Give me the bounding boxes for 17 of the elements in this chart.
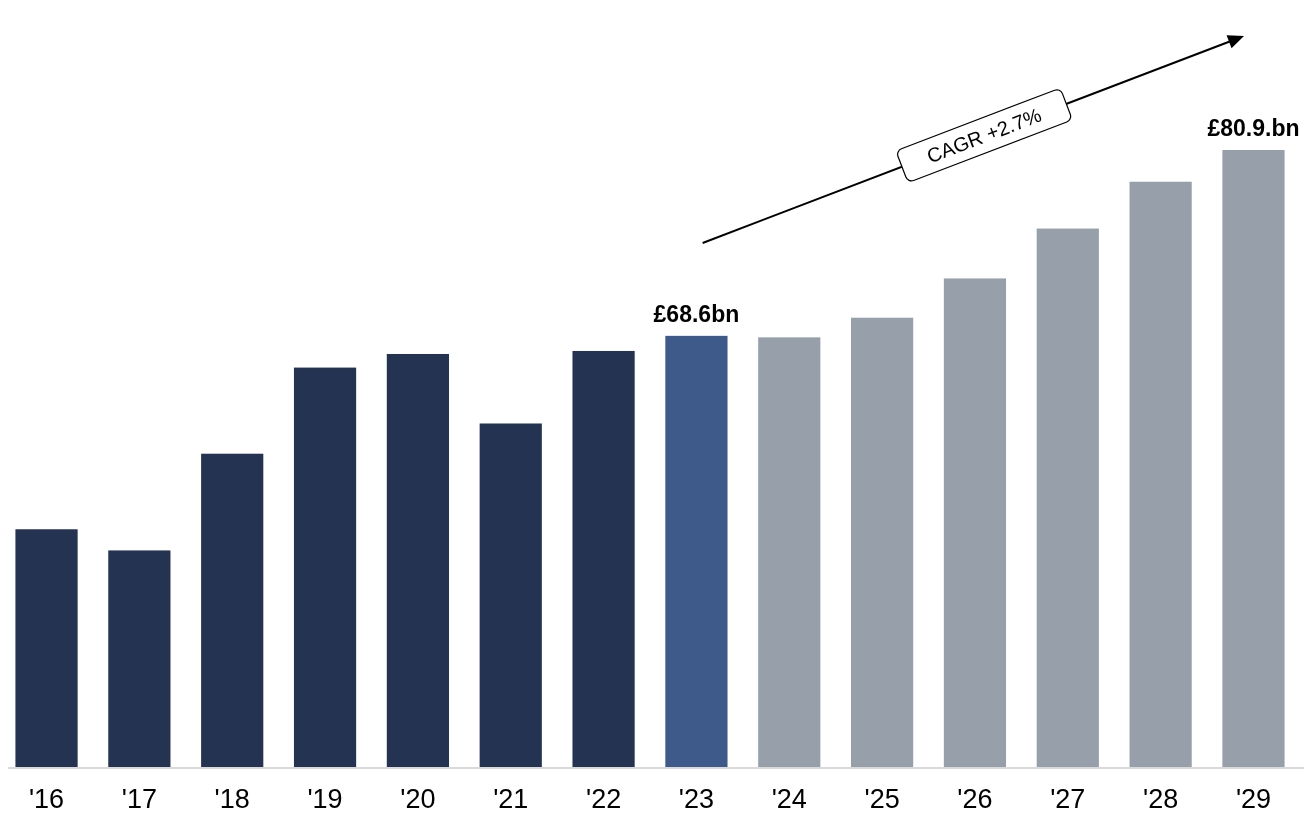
x-tick-label: '28 xyxy=(1143,784,1179,814)
x-tick-label: '26 xyxy=(957,784,993,814)
x-tick-label: '19 xyxy=(307,784,343,814)
x-tick-label: '25 xyxy=(864,784,900,814)
data-label: £80.9.bn xyxy=(1207,115,1300,141)
x-tick-label: '24 xyxy=(771,784,807,814)
x-tick-label: '29 xyxy=(1235,784,1272,814)
x-tick-label: '23 xyxy=(678,784,715,814)
annotation: CAGR +2.7% xyxy=(923,103,1045,168)
x-tick-label: '22 xyxy=(585,784,622,814)
data-label: £68.6bn xyxy=(653,300,740,327)
x-tick-label: '20 xyxy=(400,784,436,814)
x-tick-label: '16 xyxy=(28,784,65,814)
x-tick-label: '17 xyxy=(121,784,157,814)
x-tick-label: '18 xyxy=(214,784,250,814)
x-tick-label: '27 xyxy=(1050,784,1086,814)
x-tick-label: '21 xyxy=(493,784,529,814)
